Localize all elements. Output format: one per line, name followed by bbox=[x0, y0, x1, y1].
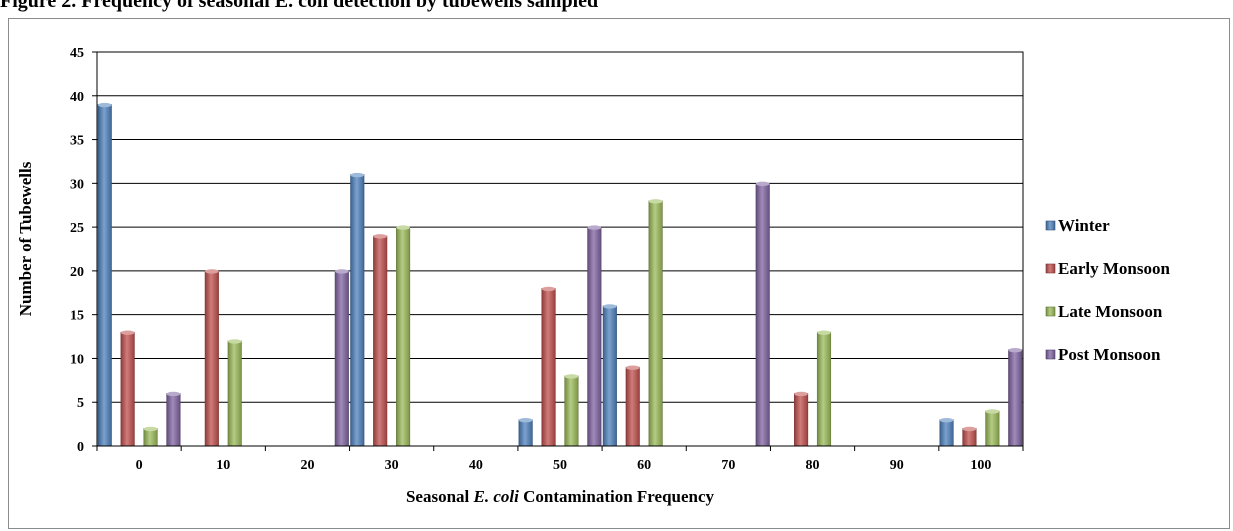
legend-swatch bbox=[1045, 349, 1056, 360]
bar-cap bbox=[120, 330, 135, 335]
legend-swatch bbox=[1045, 220, 1056, 231]
y-tick-label: 20 bbox=[70, 265, 84, 280]
plot-area-border bbox=[96, 51, 1024, 447]
legend-label: Winter bbox=[1058, 216, 1110, 235]
legend-swatch bbox=[1045, 306, 1056, 317]
legend-label: Early Monsoon bbox=[1058, 259, 1170, 278]
x-tick-label: 90 bbox=[890, 458, 904, 473]
x-tick-label: 10 bbox=[216, 458, 230, 473]
bar-cap bbox=[625, 365, 640, 370]
chart-frame: 0 5 10 15 20 25 30 35 40 45 0 10 20 30 40 50 60 70 80 90 10… bbox=[8, 18, 1230, 529]
bar-chart: 0 5 10 15 20 25 30 35 40 45 0 10 20 30 40 50 60 70 80 90 10… bbox=[16, 46, 1170, 506]
bar-late-monsoon-50 bbox=[564, 375, 579, 447]
legend-swatch bbox=[1045, 263, 1056, 274]
bar-cap bbox=[817, 330, 831, 335]
y-tick-label: 40 bbox=[70, 90, 84, 105]
bar-late-monsoon-30 bbox=[396, 226, 411, 447]
bar-cap bbox=[518, 418, 533, 423]
bar-cap bbox=[166, 391, 181, 397]
y-tick-label: 0 bbox=[77, 440, 84, 455]
y-axis-label: Number of Tubewells bbox=[16, 161, 35, 316]
x-tick-label: 30 bbox=[385, 458, 399, 473]
bar-cap bbox=[755, 181, 770, 187]
bar-winter-0 bbox=[97, 104, 112, 447]
bar-post-monsoon-20 bbox=[334, 270, 349, 447]
x-tick-labels: 0 10 20 30 40 50 60 70 80 90 100 bbox=[96, 446, 1024, 473]
figure-caption: Figure 2. Frequency of seasonal E. coli … bbox=[0, 0, 599, 12]
bar-winter-50 bbox=[518, 419, 533, 447]
bar-cap bbox=[603, 304, 617, 309]
legend: Winter Early Monsoon Late Monsoon Post Mons… bbox=[1045, 216, 1170, 364]
y-tick-label: 10 bbox=[70, 352, 84, 367]
bars bbox=[97, 102, 1023, 447]
bar-cap bbox=[587, 225, 602, 230]
bar-cap bbox=[985, 409, 1000, 414]
bar-late-monsoon-100 bbox=[985, 410, 1000, 447]
bar-early-monsoon-30 bbox=[373, 235, 388, 447]
bar-late-monsoon-80 bbox=[816, 331, 832, 447]
bar-post-monsoon-0 bbox=[166, 393, 181, 447]
bar-cap bbox=[396, 225, 410, 230]
y-tick-label: 25 bbox=[70, 221, 84, 236]
bar-cap bbox=[794, 391, 808, 397]
bar-cap bbox=[541, 286, 556, 292]
bar-cap bbox=[373, 234, 387, 239]
bar-early-monsoon-80 bbox=[794, 393, 809, 447]
y-tick-label: 5 bbox=[77, 396, 84, 411]
y-tick-label: 35 bbox=[70, 134, 84, 149]
x-tick-label: 60 bbox=[637, 458, 651, 473]
bar-cap bbox=[205, 269, 219, 274]
x-tick-label: 20 bbox=[300, 458, 314, 473]
bar-winter-100 bbox=[939, 419, 954, 447]
x-tick-label: 80 bbox=[806, 458, 820, 473]
bar-cap bbox=[1008, 347, 1023, 353]
bar-post-monsoon-100 bbox=[1008, 349, 1023, 447]
bar-cap bbox=[564, 374, 579, 379]
x-tick-label: 50 bbox=[553, 458, 567, 473]
bar-cap bbox=[939, 418, 954, 423]
x-tick-label: 70 bbox=[721, 458, 735, 473]
bar-winter-30 bbox=[350, 174, 365, 447]
bar-early-monsoon-10 bbox=[204, 270, 219, 447]
legend-label: Post Monsoon bbox=[1058, 345, 1161, 364]
bar-post-monsoon-50 bbox=[587, 226, 602, 447]
y-tick-labels: 0 5 10 15 20 25 30 35 40 45 bbox=[70, 46, 84, 455]
x-tick-label: 40 bbox=[469, 458, 483, 473]
bar-cap bbox=[227, 339, 242, 344]
bar-cap bbox=[648, 199, 663, 204]
x-tick-label: 0 bbox=[136, 458, 143, 473]
bar-cap bbox=[962, 426, 977, 432]
bar-late-monsoon-60 bbox=[648, 200, 663, 447]
bar-cap bbox=[350, 172, 365, 178]
x-axis-label: Seasonal E. coli Contamination Frequency bbox=[406, 487, 715, 506]
bar-cap bbox=[97, 102, 112, 108]
bar-post-monsoon-70 bbox=[755, 183, 770, 447]
bar-early-monsoon-60 bbox=[625, 366, 640, 447]
bar-cap bbox=[143, 426, 158, 432]
bar-cap bbox=[335, 269, 349, 274]
bar-late-monsoon-10 bbox=[227, 340, 242, 447]
x-tick-label: 100 bbox=[970, 458, 991, 473]
y-tick-label: 45 bbox=[70, 46, 84, 61]
y-tick-label: 15 bbox=[70, 309, 84, 324]
bar-winter-60 bbox=[602, 305, 617, 447]
y-tick-label: 30 bbox=[70, 177, 84, 192]
legend-label: Late Monsoon bbox=[1058, 302, 1163, 321]
bar-early-monsoon-0 bbox=[120, 331, 135, 447]
bar-early-monsoon-50 bbox=[541, 288, 556, 447]
